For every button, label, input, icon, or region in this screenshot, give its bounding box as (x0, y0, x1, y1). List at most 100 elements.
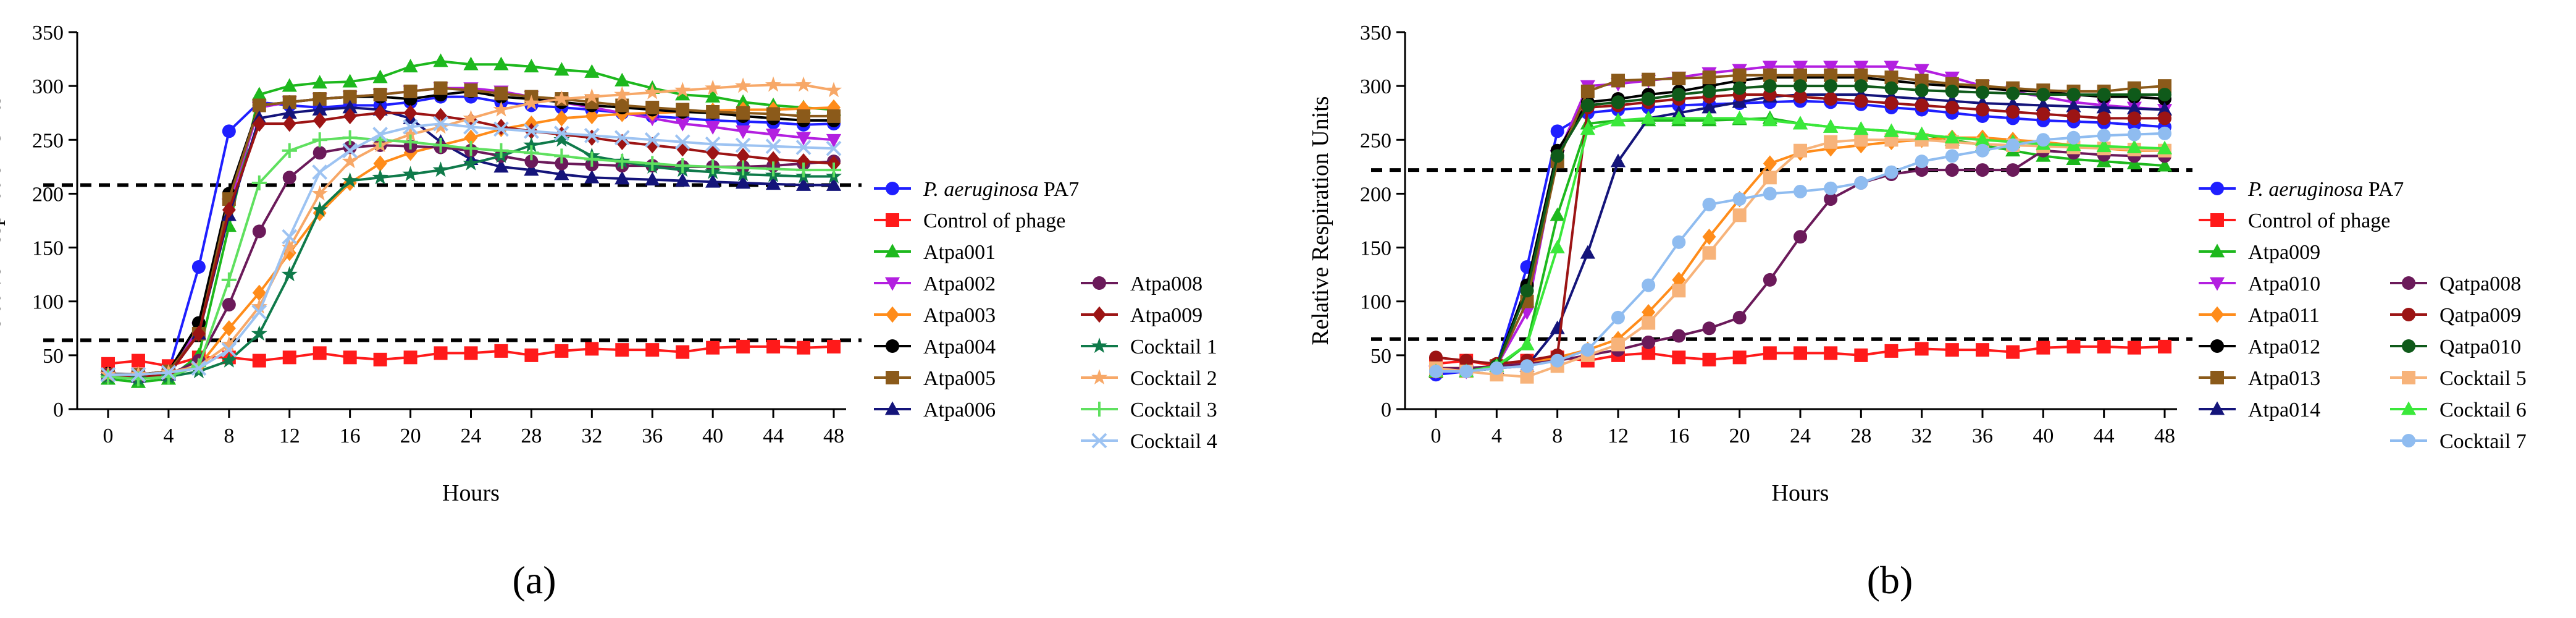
legend-label: Cocktail 4 (1130, 430, 1217, 453)
data-point (494, 119, 508, 135)
data-point (1915, 98, 1929, 112)
data-point (2066, 98, 2081, 112)
legend-marker (2402, 434, 2415, 447)
data-point (2006, 138, 2020, 152)
legend-marker (1093, 306, 1106, 323)
data-point (493, 56, 509, 70)
data-point (1610, 153, 1626, 167)
data-point (1915, 154, 1929, 169)
legend-label: Atpa009 (2248, 241, 2320, 264)
data-point (676, 345, 690, 359)
data-point (220, 336, 237, 352)
legend-marker (2210, 371, 2224, 384)
legend-marker (2209, 243, 2225, 258)
data-point (705, 121, 721, 135)
data-point (795, 76, 812, 92)
data-point (2097, 129, 2111, 143)
data-point (1944, 130, 1960, 144)
data-point (825, 82, 842, 98)
data-point (2066, 339, 2081, 353)
legend-marker (2210, 306, 2224, 323)
data-point (312, 132, 327, 148)
data-point (2036, 97, 2051, 111)
data-point (251, 298, 267, 314)
data-point (311, 185, 328, 201)
data-point (191, 360, 207, 376)
data-point (2127, 88, 2141, 102)
data-point (766, 107, 781, 121)
data-point (494, 344, 508, 358)
data-point (2096, 138, 2112, 153)
data-point (797, 341, 811, 355)
data-point (1550, 124, 1564, 138)
data-point (1884, 81, 1898, 95)
data-point (1853, 61, 1869, 75)
data-point (1824, 68, 1838, 82)
legend-label: Atpa002 (923, 273, 996, 295)
legend: P. aeruginosa PA7 Control of phage Atpa009… (2199, 178, 2527, 453)
data-point (282, 115, 296, 132)
data-point (827, 99, 841, 116)
data-point (434, 346, 448, 360)
data-point (312, 164, 328, 180)
data-point (1976, 343, 1989, 357)
x-tick-label: 36 (642, 425, 663, 447)
data-point (463, 56, 479, 70)
data-point (131, 353, 145, 368)
data-point (765, 161, 781, 177)
data-point (2097, 88, 2111, 102)
data-point (1823, 119, 1839, 133)
data-point (1732, 208, 1747, 222)
data-point (222, 201, 236, 218)
data-point (2096, 99, 2112, 114)
data-point (1824, 192, 1838, 206)
data-point (585, 342, 599, 356)
data-point (464, 129, 478, 146)
legend-label: Qatpa008 (2440, 273, 2521, 295)
data-point (797, 100, 811, 117)
data-point (706, 341, 720, 355)
data-point (313, 92, 327, 106)
data-point (2157, 158, 2173, 172)
legend-marker (1091, 433, 1107, 449)
data-point (645, 156, 660, 171)
data-point (1853, 121, 1869, 135)
legend-marker (884, 243, 900, 258)
data-point (100, 366, 116, 383)
legend-label: Atpa012 (2248, 336, 2320, 358)
legend-label: Cocktail 3 (1130, 399, 1217, 421)
x-tick-label: 0 (1431, 425, 1441, 447)
legend-label: Cocktail 7 (2440, 430, 2527, 453)
data-point (614, 86, 631, 102)
data-point (1854, 68, 1868, 82)
data-point (282, 78, 297, 92)
y-axis-label: Relative Respiration Units (0, 96, 6, 345)
data-point (433, 53, 448, 67)
legend-marker (886, 306, 899, 323)
data-point (463, 141, 479, 156)
data-point (1884, 61, 1899, 75)
data-point (252, 224, 266, 239)
data-point (403, 119, 418, 135)
data-point (343, 108, 357, 125)
legend-marker (2209, 277, 2225, 291)
x-tick-label: 20 (1729, 425, 1750, 447)
data-point (281, 266, 298, 282)
data-point (1672, 329, 1686, 343)
data-point (2097, 111, 2111, 125)
data-point (524, 154, 539, 169)
data-point (795, 162, 812, 178)
data-point (1915, 74, 1929, 88)
series-line (1436, 136, 2165, 370)
legend-label-name: PA7 (1038, 178, 1079, 201)
data-point (2158, 126, 2171, 140)
data-point (1550, 149, 1564, 163)
data-point (1701, 99, 1717, 114)
y-tick-label: 350 (32, 22, 64, 44)
data-point (342, 153, 358, 169)
data-point (644, 83, 661, 99)
data-point (282, 143, 297, 158)
data-point (584, 169, 600, 184)
data-point (251, 175, 267, 191)
data-point (2127, 127, 2141, 142)
